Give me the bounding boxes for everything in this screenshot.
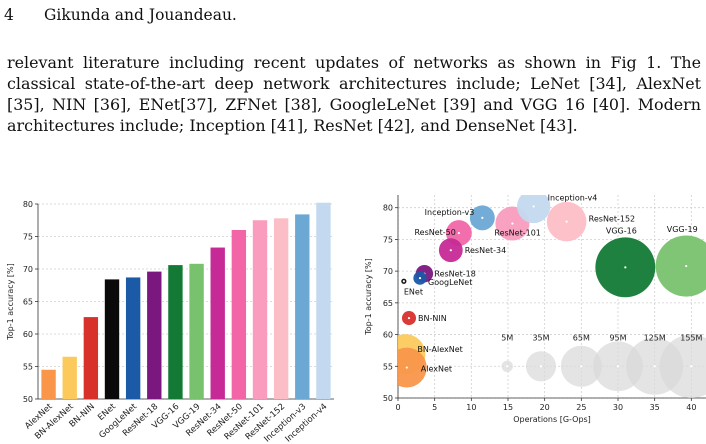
- x-tick-label: 15: [503, 403, 513, 412]
- point-label: VGG-19: [667, 225, 698, 234]
- bubble: [517, 195, 551, 224]
- bar: [62, 356, 77, 399]
- size-legend-center: [580, 365, 583, 368]
- bubble: [655, 235, 706, 297]
- point-label: ENet: [404, 287, 423, 296]
- size-legend-label: 5M: [501, 333, 513, 342]
- bubble-center: [532, 205, 535, 208]
- y-tick-label: 55: [383, 362, 393, 371]
- running-title: Gikunda and Jouandeau.: [44, 6, 237, 24]
- y-tick-label: 60: [383, 331, 393, 340]
- size-legend-bubble: [659, 334, 706, 398]
- bar: [231, 230, 247, 399]
- paragraph-line: [35], NIN [36], ENet[37], ZFNet [38], Go…: [7, 95, 701, 114]
- bubble-center: [449, 249, 452, 252]
- y-tick-label: 60: [23, 330, 33, 339]
- x-tick-label: 10: [466, 403, 476, 412]
- size-legend-label: 125M: [644, 333, 666, 342]
- bar: [41, 369, 56, 399]
- y-axis-label: Top-1 accuracy [%]: [364, 258, 373, 336]
- point-label: ResNet-18: [434, 270, 475, 279]
- x-tick-label: 5: [432, 403, 437, 412]
- size-legend-center: [616, 365, 620, 368]
- x-tick-label: 35: [650, 403, 660, 412]
- y-tick-label: 65: [23, 298, 33, 307]
- x-tick-label: 0: [395, 403, 400, 412]
- y-tick-label: 80: [383, 204, 393, 213]
- y-tick-label: 55: [23, 363, 33, 372]
- bubble-center: [457, 231, 460, 235]
- point-label: BN-NIN: [418, 314, 447, 323]
- paragraph-line: classical state-of-the-art deep network …: [7, 74, 701, 93]
- point-label: ResNet-50: [414, 228, 455, 237]
- bubble-center: [402, 280, 405, 283]
- bubble-layer: [398, 195, 706, 398]
- page-number: 4: [4, 6, 14, 24]
- point-label: ResNet-101: [494, 229, 541, 238]
- y-tick-label: 65: [383, 299, 393, 308]
- bar: [316, 202, 331, 399]
- bubble-center: [565, 220, 568, 223]
- bar: [168, 265, 183, 399]
- y-tick-label: 70: [383, 267, 393, 276]
- size-legend-center: [539, 365, 543, 368]
- point-label: AlexNet: [421, 365, 452, 374]
- x-tick-label: 40: [686, 403, 696, 412]
- bubble-center: [685, 264, 688, 268]
- bar: [210, 247, 225, 399]
- bar: [147, 271, 162, 399]
- x-axis-label: Operations [G-Ops]: [513, 415, 591, 424]
- point-label: BN-AlexNet: [417, 345, 462, 354]
- point-label: Inception-v4: [548, 193, 598, 202]
- bar: [83, 317, 99, 399]
- paragraph-line: relevant literature including recent upd…: [7, 53, 701, 72]
- y-tick-label: 80: [23, 200, 33, 209]
- paragraph-line: architectures include; Inception [41], R…: [7, 116, 578, 135]
- bar: [273, 218, 289, 399]
- y-axis-label: Top-1 accuracy [%]: [6, 263, 15, 341]
- size-legend-center: [653, 365, 656, 368]
- body-paragraph: relevant literature including recent upd…: [7, 52, 701, 136]
- x-tick-label: 30: [613, 403, 623, 412]
- bar: [252, 220, 268, 399]
- point-label: VGG-16: [606, 226, 637, 235]
- size-legend-label: 65M: [573, 333, 590, 342]
- y-tick-label: 75: [23, 233, 33, 242]
- accuracy-vs-operations-chart: 50 55 60 65 70 75 80 0 5 10 15 20 25 30 35 40 Operations…: [364, 193, 706, 424]
- bubble-center: [511, 222, 514, 225]
- bar: [295, 214, 310, 399]
- y-tick-label: 70: [23, 265, 33, 274]
- bubble-center: [405, 366, 408, 369]
- y-tick-label: 50: [23, 395, 33, 404]
- bar: [189, 263, 204, 399]
- bubble-center: [418, 277, 422, 280]
- size-legend-label: 95M: [609, 333, 626, 342]
- running-header: 4 Gikunda and Jouandeau.: [4, 6, 237, 24]
- bubble: [398, 347, 427, 388]
- bar: [125, 277, 141, 399]
- point-label: ResNet-152: [589, 215, 636, 224]
- size-legend-label: 35M: [532, 333, 549, 342]
- x-tick-label: 20: [540, 403, 550, 412]
- point-label: Inception-v3: [425, 208, 475, 217]
- size-legend-center: [506, 365, 509, 368]
- size-legend-center: [690, 365, 693, 368]
- size-legend-label: 155M: [680, 333, 702, 342]
- y-tick-label: 75: [383, 235, 393, 244]
- bubble-center: [624, 266, 627, 269]
- y-tick-label: 50: [383, 394, 393, 403]
- bubble-center: [481, 216, 484, 219]
- point-label: GoogLeNet: [428, 278, 472, 287]
- bubble-center: [407, 316, 411, 320]
- x-tick-label: 25: [576, 403, 586, 412]
- bar: [104, 279, 120, 399]
- point-label: ResNet-34: [465, 246, 506, 255]
